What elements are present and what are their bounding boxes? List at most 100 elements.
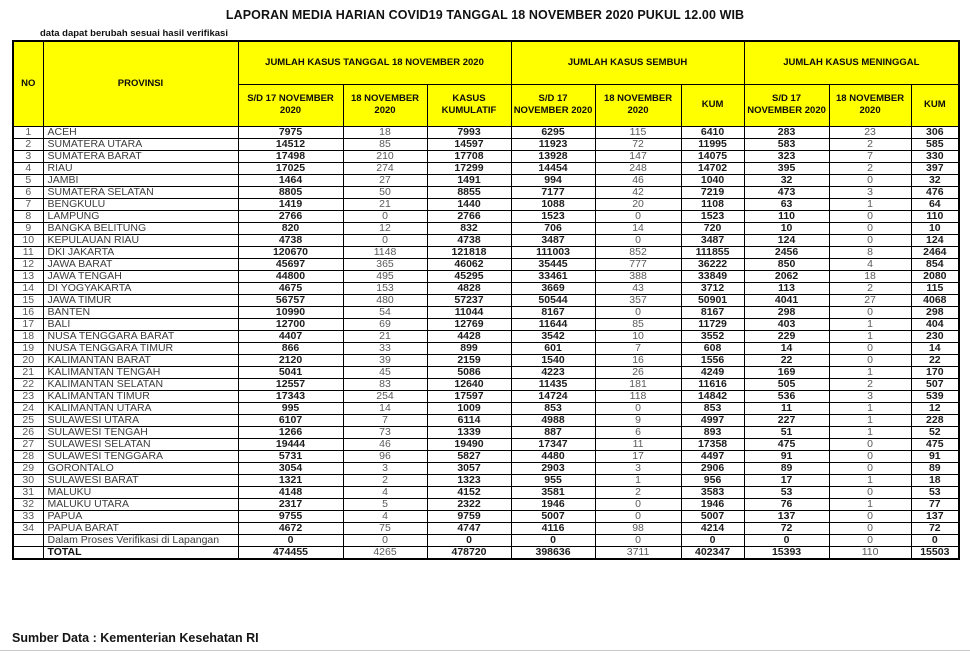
cell-value: 11644	[510, 317, 596, 331]
cell-value: 22	[910, 353, 960, 367]
cell-value: 2062	[743, 269, 830, 283]
cell-value: 12769	[426, 317, 512, 331]
cell-value: 14	[910, 341, 960, 355]
cell-value: 3669	[510, 281, 596, 295]
table-row: 33 PAPUA 9755 4 9759 5007 0 5007 137 0 137	[12, 509, 960, 524]
cell-no: 14	[12, 281, 44, 295]
cell-provinsi: BALI	[42, 317, 239, 331]
cell-value: 5827	[426, 449, 512, 463]
cell-value: 54	[342, 305, 428, 319]
table-row: 4 RIAU 17025 274 17299 14454 248 14702 395 2 397	[12, 161, 960, 175]
cell-value: 111855	[680, 245, 745, 259]
cell-value: 0	[828, 534, 912, 548]
table-row: 22 KALIMANTAN SELATAN 12557 83 12640 11435 181…	[12, 377, 960, 391]
cell-no: 2	[12, 137, 44, 151]
cell-no: 5	[12, 173, 44, 187]
cell-value: 7	[828, 149, 912, 163]
cell-value: 474455	[237, 546, 344, 561]
header-meninggal-18nov: 18 NOVEMBER 2020	[828, 83, 912, 127]
cell-provinsi: NUSA TENGGARA BARAT	[42, 329, 239, 343]
cell-value: 1108	[680, 197, 745, 211]
cell-provinsi: DKI JAKARTA	[42, 245, 239, 259]
table-row: 8 LAMPUNG 2766 0 2766 1523 0 1523 110 0 110	[12, 209, 960, 223]
covid-report-table: NO PROVINSI JUMLAH KASUS TANGGAL 18 NOVE…	[12, 40, 961, 561]
cell-value: 4997	[680, 413, 745, 427]
cell-value: 4738	[237, 233, 344, 247]
cell-no: 11	[12, 245, 44, 259]
cell-no: 16	[12, 305, 44, 319]
cell-value: 0	[828, 341, 912, 355]
table-row: 25 SULAWESI UTARA 6107 7 6114 4988 9 4997 227 1 22…	[12, 413, 960, 427]
cell-value: 50544	[510, 293, 596, 307]
cell-value: 1540	[510, 353, 596, 367]
cell-value: 1464	[237, 173, 344, 187]
cell-value: 1	[828, 425, 912, 439]
table-row: 23 KALIMANTAN TIMUR 17343 254 17597 14724 118 1…	[12, 389, 960, 403]
cell-value: 11729	[680, 317, 745, 331]
cell-value: 2	[828, 137, 912, 151]
cell-no: 8	[12, 209, 44, 223]
cell-value: 69	[342, 317, 428, 331]
cell-value: 1321	[237, 473, 344, 487]
cell-value: 45	[342, 365, 428, 379]
cell-value: 2456	[743, 245, 830, 259]
cell-value: 11	[743, 401, 830, 415]
cell-value: 357	[594, 293, 682, 307]
cell-value: 18	[828, 269, 912, 283]
cell-value: 0	[426, 534, 512, 548]
cell-value: 5041	[237, 365, 344, 379]
header-sembuh-18nov: 18 NOVEMBER 2020	[594, 83, 682, 127]
cell-value: 248	[594, 161, 682, 175]
cell-value: 14724	[510, 389, 596, 403]
cell-provinsi: DI YOGYAKARTA	[42, 281, 239, 295]
cell-value: 1088	[510, 197, 596, 211]
cell-value: 397	[910, 161, 960, 175]
cell-value: 230	[910, 329, 960, 343]
table-row: 12 JAWA BARAT 45697 365 46062 35445 777 36222 85…	[12, 257, 960, 271]
cell-value: 0	[828, 209, 912, 223]
cell-provinsi: KALIMANTAN BARAT	[42, 353, 239, 367]
cell-provinsi: JAMBI	[42, 173, 239, 187]
cell-value: 8805	[237, 185, 344, 199]
cell-value: 53	[910, 485, 960, 499]
table-row: 32 MALUKU UTARA 2317 5 2322 1946 0 1946 76 1 77	[12, 497, 960, 512]
cell-value: 0	[828, 461, 912, 475]
cell-value: 113	[743, 281, 830, 295]
table-header: NO PROVINSI JUMLAH KASUS TANGGAL 18 NOVE…	[12, 40, 960, 127]
cell-value: 33	[342, 341, 428, 355]
cell-value: 42	[594, 185, 682, 199]
cell-value: 1	[828, 413, 912, 427]
cell-value: 9	[594, 413, 682, 427]
cell-value: 4249	[680, 365, 745, 379]
cell-provinsi: JAWA TIMUR	[42, 293, 239, 307]
cell-value: 398636	[510, 546, 596, 561]
cell-value: 77	[910, 497, 960, 512]
cell-value: 5731	[237, 449, 344, 463]
table-row: 3 SUMATERA BARAT 17498 210 17708 13928 147 1407…	[12, 149, 960, 163]
cell-value: 3487	[680, 233, 745, 247]
cell-value: 27	[342, 173, 428, 187]
cell-value: 323	[743, 149, 830, 163]
cell-value: 111003	[510, 245, 596, 259]
cell-value: 36222	[680, 257, 745, 271]
cell-provinsi: MALUKU	[42, 485, 239, 499]
cell-value: 11435	[510, 377, 596, 391]
cell-no: 25	[12, 413, 44, 427]
cell-value: 17343	[237, 389, 344, 403]
cell-value: 0	[828, 353, 912, 367]
cell-value: 91	[743, 449, 830, 463]
cell-value: 0	[342, 233, 428, 247]
cell-value: 53	[743, 485, 830, 499]
cell-value: 50901	[680, 293, 745, 307]
cell-value: 832	[426, 221, 512, 235]
cell-value: 210	[342, 149, 428, 163]
cell-provinsi: SUMATERA SELATAN	[42, 185, 239, 199]
cell-no: 20	[12, 353, 44, 367]
cell-value: 9759	[426, 509, 512, 524]
cell-value: 475	[910, 437, 960, 451]
cell-value: 254	[342, 389, 428, 403]
cell-value: 3	[828, 185, 912, 199]
cell-value: 2	[828, 377, 912, 391]
cell-value: 4738	[426, 233, 512, 247]
cell-value: 89	[743, 461, 830, 475]
